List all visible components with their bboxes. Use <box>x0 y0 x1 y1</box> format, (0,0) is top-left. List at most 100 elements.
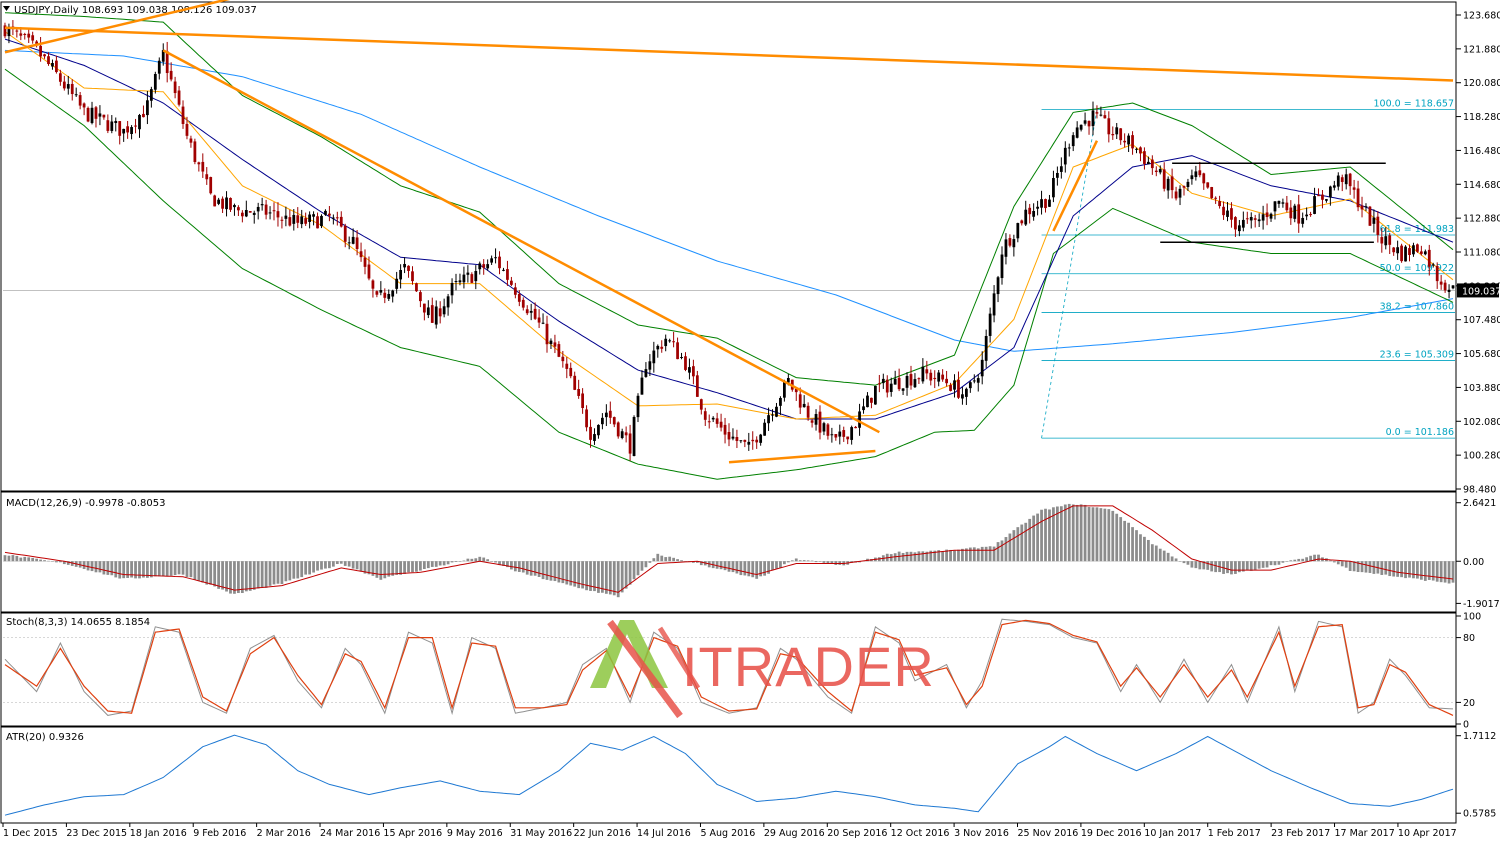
candle-body <box>1024 209 1028 225</box>
macd-bar <box>695 561 699 563</box>
candle-body <box>1158 169 1162 173</box>
macd-bar <box>1360 561 1364 573</box>
macd-bar <box>739 561 743 576</box>
macd-bar <box>632 561 636 580</box>
candle-body <box>783 381 786 398</box>
macd-bar <box>292 561 296 579</box>
candle-body <box>51 63 54 67</box>
candle-body <box>573 375 577 390</box>
candle-body <box>656 345 660 350</box>
macd-bar <box>153 561 157 577</box>
macd-bar <box>407 561 410 573</box>
macd-bar <box>636 561 640 576</box>
candle-body <box>82 103 86 108</box>
candle-body <box>177 90 181 105</box>
macd-bar <box>1332 561 1336 563</box>
macd-bar <box>913 552 917 562</box>
candle-body <box>632 416 636 456</box>
candle-body <box>335 217 339 219</box>
candle-body <box>1139 147 1142 154</box>
candle-body <box>1384 236 1388 246</box>
candle-body <box>988 313 992 336</box>
macd-bar <box>1435 561 1439 582</box>
candle-body <box>106 120 110 131</box>
macd-bar <box>399 561 403 575</box>
macd-tick-label-1: 0.00 <box>1463 557 1484 568</box>
stoch-tick-label-0: 100 <box>1463 612 1481 623</box>
macd-bar <box>498 561 501 566</box>
candle-body <box>47 56 50 65</box>
macd-bar <box>217 561 221 589</box>
candle-body <box>1016 223 1020 239</box>
macd-bar <box>102 561 106 575</box>
trendline-0 <box>4 0 231 54</box>
macd-bar <box>1265 561 1269 568</box>
candle-body <box>1226 210 1229 217</box>
candle-body <box>1166 178 1170 191</box>
candle-body <box>288 217 292 226</box>
macd-bar <box>268 561 272 586</box>
macd-bar <box>454 561 458 562</box>
macd-bar <box>490 561 494 562</box>
candle-body <box>209 177 213 194</box>
candle-body <box>1388 235 1392 245</box>
macd-bar <box>577 561 581 589</box>
candle-body <box>328 213 331 216</box>
candle-body <box>197 162 201 165</box>
x-tick-label-11: 5 Aug 2016 <box>700 828 755 839</box>
macd-bar <box>525 561 529 575</box>
macd-bar <box>1214 561 1218 573</box>
candle-body <box>1174 191 1178 199</box>
candle-body <box>1000 254 1004 279</box>
candle-body <box>438 308 442 317</box>
macd-bar <box>549 561 553 581</box>
macd-bar <box>1036 513 1039 562</box>
macd-bar <box>371 561 375 576</box>
macd-bar <box>1024 522 1028 562</box>
macd-bar <box>138 561 141 579</box>
candle-body <box>1305 214 1309 217</box>
price-tick-label-12: 102.080 <box>1463 417 1500 428</box>
macd-bar <box>430 561 434 567</box>
macd-bar <box>1067 503 1071 562</box>
price-tick-label-0: 123.680 <box>1463 11 1500 22</box>
macd-bar <box>628 561 632 585</box>
current-price-tag <box>1457 283 1499 298</box>
macd-bar <box>1048 509 1051 562</box>
price-tick-label-14: 98.480 <box>1463 485 1496 496</box>
candle-body <box>921 366 925 382</box>
candle-body <box>415 283 418 292</box>
macd-bar <box>1372 561 1376 574</box>
macd-bar <box>660 555 664 562</box>
candle-body <box>1332 185 1336 188</box>
macd-bar <box>569 561 573 586</box>
candle-body <box>27 33 31 38</box>
stoch-panel-title: Stoch(8,3,3) 14.0655 8.1854 <box>6 617 150 628</box>
candle-body <box>1198 170 1202 176</box>
candle-body <box>715 418 719 424</box>
macd-bar <box>763 561 766 576</box>
candle-body <box>260 204 264 206</box>
candle-body <box>553 342 557 347</box>
candle-body <box>1091 110 1095 127</box>
macd-bar <box>110 561 114 576</box>
macd-bar <box>968 547 972 562</box>
candle-body <box>1328 186 1332 198</box>
candle-body <box>684 356 687 370</box>
candle-body <box>763 422 766 436</box>
macd-bar <box>589 561 592 591</box>
candle-body <box>494 257 497 259</box>
candle-body <box>1404 246 1407 262</box>
macd-bar <box>1451 561 1455 583</box>
macd-bar <box>169 561 173 576</box>
macd-bar <box>1032 515 1036 562</box>
candle-body <box>1253 218 1257 220</box>
candle-body <box>1048 199 1051 207</box>
price-tick-label-13: 100.280 <box>1463 451 1500 462</box>
macd-bar <box>1368 561 1372 573</box>
macd-bar <box>1166 552 1170 562</box>
macd-bar <box>581 561 584 589</box>
candle-body <box>1020 220 1024 224</box>
macd-bar <box>1202 561 1206 570</box>
macd-bar <box>608 561 612 595</box>
